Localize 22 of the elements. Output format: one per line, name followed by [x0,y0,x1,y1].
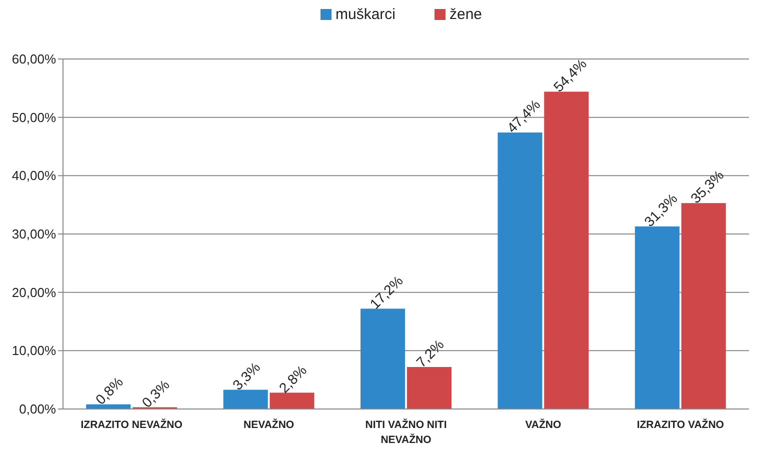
y-tick-label: 0,00% [19,402,56,417]
bar [681,203,726,409]
x-tick-label: IZRAZITO VAŽNO [636,418,724,431]
y-tick-label: 40,00% [12,168,56,184]
bar [360,308,406,409]
y-tick-label: 50,00% [12,110,56,125]
x-tick-label: IZRAZITO NEVAŽNO [80,418,182,431]
bar [406,367,452,409]
y-tick-label: 20,00% [12,284,56,300]
x-tick-label: VAŽNO [525,418,562,431]
legend-label: žene [450,6,482,23]
legend-label: muškarci [336,6,396,23]
y-tick-label: 60,00% [12,52,56,67]
bar [634,226,680,409]
y-tick-label: 30,00% [12,226,56,242]
bar [498,132,542,409]
x-tick-label: NEVAŽNO [244,418,294,431]
bar [544,92,589,409]
bar [223,390,268,409]
bar [270,392,314,409]
y-tick-label: 10,00% [12,343,56,358]
x-tick-label: NITI VAŽNO NITI NEVAŽNO [365,418,447,446]
